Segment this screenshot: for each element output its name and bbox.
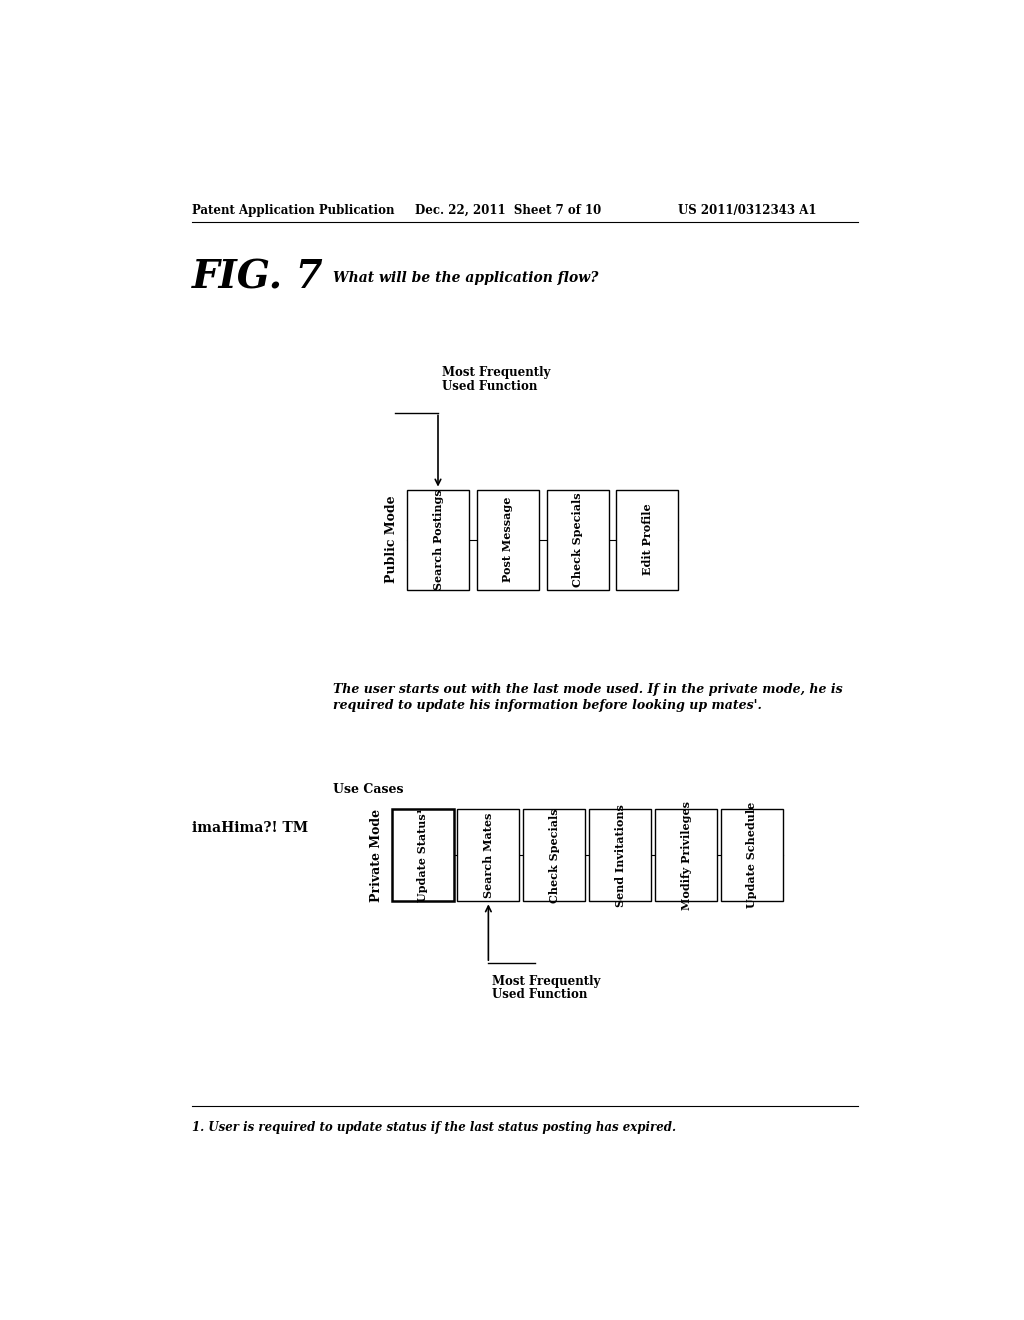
Bar	[589, 809, 651, 902]
Bar	[523, 809, 586, 902]
Text: Post Message: Post Message	[502, 496, 513, 582]
Bar	[547, 490, 608, 590]
Text: The user starts out with the last mode used. If in the private mode, he is: The user starts out with the last mode u…	[334, 684, 843, 696]
Text: Most Frequently: Most Frequently	[442, 367, 550, 379]
Text: Update Schedule: Update Schedule	[746, 803, 758, 908]
Text: Dec. 22, 2011  Sheet 7 of 10: Dec. 22, 2011 Sheet 7 of 10	[415, 205, 601, 218]
Text: Patent Application Publication: Patent Application Publication	[191, 205, 394, 218]
Text: Used Function: Used Function	[493, 987, 588, 1001]
Bar	[655, 809, 717, 902]
Bar	[407, 490, 469, 590]
Text: Use Cases: Use Cases	[334, 783, 403, 796]
Text: imaHima?! TM: imaHima?! TM	[191, 821, 307, 836]
Bar	[721, 809, 783, 902]
Bar	[616, 490, 678, 590]
Text: required to update his information before looking up mates'.: required to update his information befor…	[334, 698, 762, 711]
Text: FIG. 7: FIG. 7	[191, 259, 324, 297]
Text: Send Invitations: Send Invitations	[614, 804, 626, 907]
Bar	[391, 809, 454, 902]
Text: Most Frequently: Most Frequently	[493, 974, 601, 987]
Text: 1. User is required to update status if the last status posting has expired.: 1. User is required to update status if …	[191, 1121, 676, 1134]
Text: Edit Profile: Edit Profile	[642, 504, 652, 576]
Text: US 2011/0312343 A1: US 2011/0312343 A1	[678, 205, 817, 218]
Text: Public Mode: Public Mode	[385, 496, 398, 583]
Text: Check Specials: Check Specials	[572, 492, 583, 587]
Text: Search Mates: Search Mates	[483, 813, 494, 898]
Text: Check Specials: Check Specials	[549, 808, 560, 903]
Bar	[458, 809, 519, 902]
Bar	[477, 490, 539, 590]
Text: Search Postings: Search Postings	[432, 490, 443, 590]
Text: Update Status¹: Update Status¹	[417, 808, 428, 902]
Text: Used Function: Used Function	[442, 380, 538, 393]
Text: Private Mode: Private Mode	[370, 809, 383, 902]
Text: Modify Privileges: Modify Privileges	[681, 801, 691, 909]
Text: What will be the application flow?: What will be the application flow?	[334, 271, 599, 285]
